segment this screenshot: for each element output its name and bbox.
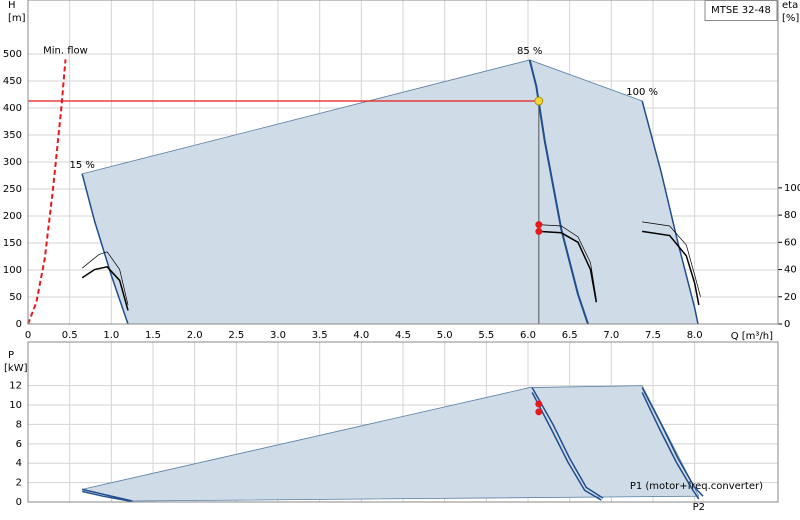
y-tick-label: 12 — [9, 381, 22, 392]
curve — [81, 490, 133, 503]
curve — [531, 392, 602, 501]
curve — [81, 173, 129, 325]
y-tick-label: 250 — [3, 184, 22, 195]
y2-axis-unit: [%] — [782, 13, 799, 24]
curve-label: P2 — [693, 502, 705, 513]
curve — [531, 387, 604, 499]
curve — [81, 265, 129, 311]
x-tick-label: 5.5 — [478, 330, 494, 341]
curve — [538, 224, 597, 300]
x-tick-label: 0.5 — [62, 330, 78, 341]
x-tick-label: 1.5 — [145, 330, 161, 341]
y-tick-label: 0 — [16, 319, 22, 330]
x-tick-label: 2.0 — [187, 330, 203, 341]
x-tick-label: 6.0 — [520, 330, 536, 341]
curve — [27, 59, 67, 325]
duty-point — [534, 96, 544, 106]
y-tick-label: 450 — [3, 76, 22, 87]
marker — [535, 400, 543, 408]
y-tick-label: 6 — [16, 439, 22, 450]
x-tick-label: 7.0 — [603, 330, 619, 341]
x-tick-label: 3.0 — [270, 330, 286, 341]
marker — [535, 408, 543, 416]
curve — [641, 392, 700, 500]
y2-tick-label: 40 — [784, 265, 797, 276]
x-tick-label: 8.0 — [687, 330, 703, 341]
y-tick-label: 500 — [3, 49, 22, 60]
y-tick-label: 50 — [9, 292, 22, 303]
y-tick-label: 4 — [16, 458, 22, 469]
y-tick-label: 2 — [16, 478, 22, 489]
marker — [535, 221, 543, 229]
title-box — [704, 0, 778, 21]
y-axis-label: H — [8, 0, 16, 11]
curve-label: 15 % — [69, 160, 94, 171]
y-tick-label: 10 — [9, 400, 22, 411]
y2-tick-label: 60 — [784, 237, 797, 248]
curve — [642, 221, 701, 297]
plot-frame — [27, 341, 779, 503]
y2-tick-label: 0 — [784, 319, 790, 330]
curve — [642, 230, 700, 306]
curve — [528, 59, 589, 325]
y-tick-label: 0 — [16, 497, 22, 508]
marker — [535, 227, 543, 235]
y-tick-label: 400 — [3, 103, 22, 114]
y-tick-label: 150 — [3, 238, 22, 249]
y-axis-label: P — [8, 350, 14, 361]
x-tick-label: 5.0 — [437, 330, 453, 341]
x-tick-label: 4.5 — [395, 330, 411, 341]
y-tick-label: 200 — [3, 211, 22, 222]
x-tick-label: 6.5 — [562, 330, 578, 341]
x-tick-label: 1.0 — [103, 330, 119, 341]
curve — [538, 230, 598, 303]
chart-title: MTSE 32-48 — [711, 5, 771, 16]
x-tick-label: 0 — [25, 330, 31, 341]
y-tick-label: 350 — [3, 130, 22, 141]
y-tick-label: 8 — [16, 419, 22, 430]
curve-label: 100 % — [626, 87, 658, 98]
curve-label: P1 (motor+freq.converter) — [630, 481, 763, 492]
y-axis-unit: [m] — [8, 13, 26, 24]
y2-axis-label: eta — [782, 0, 798, 11]
y2-tick-label: 80 — [784, 210, 797, 221]
curve — [641, 387, 704, 497]
x-tick-label: 4.0 — [353, 330, 369, 341]
y2-tick-label: 100 — [784, 183, 800, 194]
curve — [81, 251, 129, 306]
x-axis-label: Q [m³/h] — [731, 331, 773, 342]
y-axis-unit: [kW] — [4, 363, 28, 374]
operating-range — [81, 59, 699, 325]
y2-tick-label: 20 — [784, 292, 797, 303]
curve — [641, 100, 699, 325]
x-tick-label: 2.5 — [228, 330, 244, 341]
curve-label: 85 % — [517, 46, 542, 57]
curve — [81, 488, 133, 502]
plot-frame — [27, 0, 779, 325]
x-tick-label: 7.5 — [645, 330, 661, 341]
curve-label: Min. flow — [43, 45, 88, 56]
x-tick-label: 3.5 — [312, 330, 328, 341]
y-tick-label: 300 — [3, 157, 22, 168]
y-tick-label: 100 — [3, 265, 22, 276]
